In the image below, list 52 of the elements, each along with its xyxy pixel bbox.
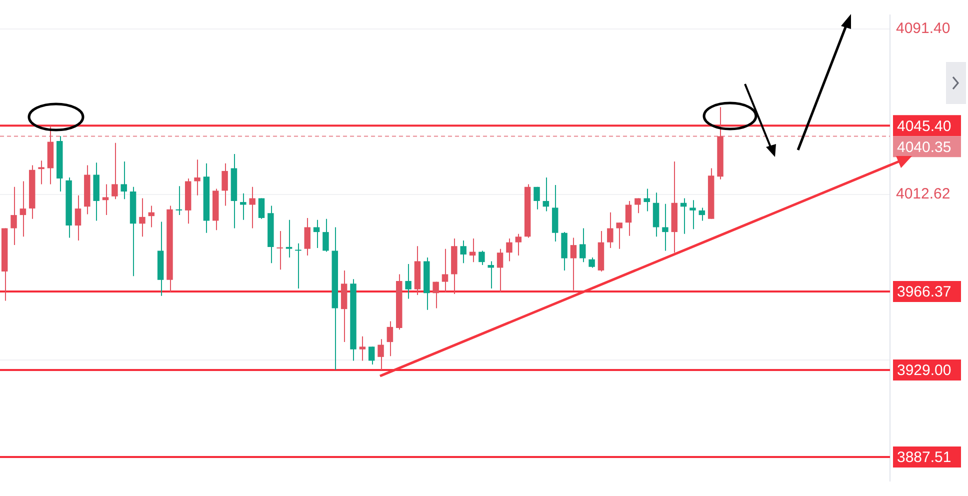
candlestick bbox=[634, 198, 641, 214]
candlestick bbox=[322, 218, 329, 252]
candlestick bbox=[10, 186, 17, 246]
candlestick bbox=[580, 228, 586, 263]
candlestick bbox=[258, 198, 265, 220]
candlestick bbox=[616, 222, 622, 250]
candlestick bbox=[442, 248, 448, 293]
candlestick bbox=[496, 248, 504, 293]
candlestick bbox=[249, 186, 256, 229]
candlestick bbox=[405, 263, 412, 300]
candlestick bbox=[368, 346, 375, 365]
candlestick bbox=[359, 336, 366, 362]
candlestick bbox=[313, 219, 320, 248]
candlestick bbox=[625, 200, 632, 236]
candlestick bbox=[506, 238, 512, 262]
candlestick bbox=[478, 250, 485, 266]
candlestick bbox=[698, 207, 706, 222]
candlestick bbox=[662, 203, 668, 252]
candlestick bbox=[386, 320, 394, 357]
ref-line-label: 4045.40 bbox=[897, 118, 952, 135]
candlestick bbox=[286, 219, 292, 258]
candlestick bbox=[378, 338, 384, 370]
candlestick bbox=[194, 159, 200, 196]
candlestick bbox=[38, 160, 44, 185]
ref-line-label: 3929.00 bbox=[897, 362, 952, 380]
candlestick bbox=[542, 176, 550, 212]
candlestick bbox=[570, 237, 577, 291]
candlestick bbox=[534, 186, 540, 210]
candlestick bbox=[139, 198, 146, 238]
candlestick bbox=[240, 192, 246, 220]
candlestick bbox=[515, 233, 522, 256]
candlestick bbox=[102, 184, 109, 216]
candlestick bbox=[432, 281, 439, 309]
ref-line-label: 3887.51 bbox=[897, 449, 952, 466]
ref-line-label: 3966.37 bbox=[897, 284, 952, 301]
y-tick-label: 4091.40 bbox=[896, 20, 950, 38]
candlestick bbox=[120, 161, 127, 200]
candlestick bbox=[295, 242, 302, 290]
candlestick bbox=[112, 142, 118, 200]
candlestick bbox=[276, 230, 283, 270]
ref-line-label: 4040.35 bbox=[897, 138, 952, 156]
candlestick bbox=[690, 200, 696, 230]
candlestick bbox=[607, 212, 614, 248]
candlestick bbox=[304, 217, 310, 256]
candlestick bbox=[176, 186, 182, 216]
candlestick bbox=[588, 256, 595, 268]
y-tick-label: 4012.62 bbox=[896, 186, 950, 203]
candlestick bbox=[20, 180, 26, 238]
candlestick bbox=[460, 240, 466, 264]
candlestick bbox=[644, 188, 650, 212]
candlestick bbox=[222, 162, 228, 206]
candlestick bbox=[74, 194, 82, 241]
